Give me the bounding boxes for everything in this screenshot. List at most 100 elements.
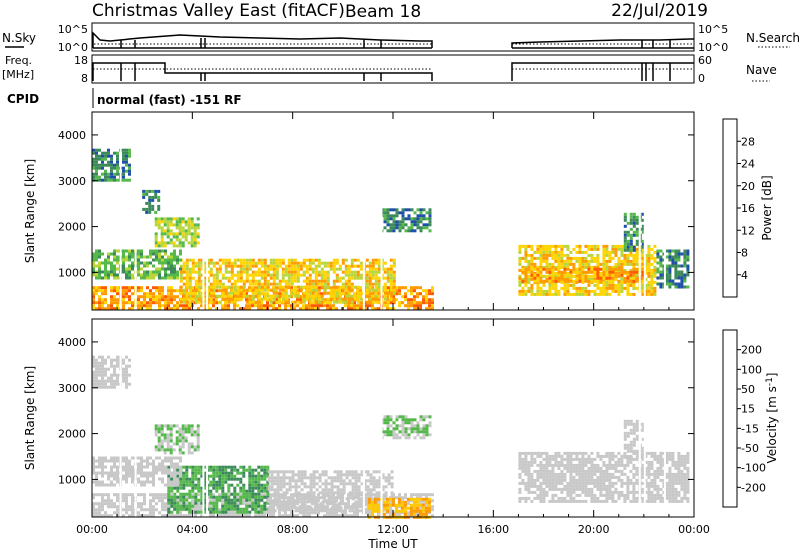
- power-echo-cell: [191, 244, 194, 247]
- power-echo-cell: [315, 298, 318, 301]
- power-echo-cell: [180, 265, 183, 268]
- power-echo-cell: [264, 286, 267, 289]
- velocity-echo-cell: [185, 469, 188, 472]
- velocity-echo-cell: [98, 481, 101, 484]
- velocity-echo-cell: [343, 482, 346, 485]
- power-echo-cell: [557, 290, 560, 293]
- power-echo-cell: [627, 234, 630, 237]
- power-echo-cell: [590, 254, 593, 257]
- power-echo-cell: [602, 287, 605, 290]
- velocity-echo-cell: [116, 359, 119, 362]
- power-echo-cell: [155, 235, 158, 238]
- power-echo-cell: [530, 254, 533, 257]
- velocity-echo-cell: [188, 505, 191, 508]
- velocity-echo-cell: [176, 481, 179, 484]
- power-echo-cell: [237, 286, 240, 289]
- power-echo-cell: [142, 193, 145, 196]
- power-echo-cell: [186, 268, 189, 271]
- power-echo-cell: [575, 290, 578, 293]
- power-echo-cell: [186, 298, 189, 301]
- power-echo-cell: [183, 289, 186, 292]
- power-echo-cell: [419, 292, 422, 295]
- velocity-echo-cell: [164, 469, 167, 472]
- power-echo-cell: [560, 251, 563, 254]
- power-echo-cell: [608, 277, 611, 280]
- velocity-echo-cell: [227, 484, 230, 487]
- velocity-echo-cell: [128, 493, 131, 496]
- power-echo-cell: [95, 149, 98, 152]
- velocity-echo-cell: [185, 436, 188, 439]
- power-echo-cell: [332, 304, 335, 307]
- power-echo-cell: [231, 298, 234, 301]
- velocity-echo-cell: [101, 377, 104, 380]
- power-echo-cell: [372, 271, 375, 274]
- velocity-echo-cell: [268, 479, 271, 482]
- power-echo-cell: [152, 286, 155, 289]
- velocity-echo-cell: [298, 497, 301, 500]
- velocity-echo-cell: [116, 472, 119, 475]
- velocity-echo-cell: [137, 466, 140, 469]
- velocity-echo-cell: [131, 478, 134, 481]
- velocity-echo-cell: [101, 368, 104, 371]
- power-echo-cell: [602, 248, 605, 251]
- velocity-echo-cell: [167, 424, 170, 427]
- power-echo-cell: [318, 274, 321, 277]
- power-echo-cell: [110, 176, 113, 179]
- power-echo-cell: [140, 256, 143, 259]
- power-echo-cell: [569, 263, 572, 266]
- power-echo-cell: [524, 254, 527, 257]
- velocity-echo-cell: [98, 371, 101, 374]
- power-echo-cell: [629, 293, 632, 296]
- velocity-echo-cell: [230, 499, 233, 502]
- velocity-echo-cell: [122, 469, 125, 472]
- power-echo-cell: [650, 272, 653, 275]
- power-echo-cell: [155, 268, 158, 271]
- velocity-echo-cell: [260, 511, 263, 514]
- velocity-echo-cell: [337, 506, 340, 509]
- power-echo-cell: [686, 265, 689, 268]
- power-echo-cell: [348, 268, 351, 271]
- velocity-echo-cell: [331, 485, 334, 488]
- velocity-echo-cell: [164, 451, 167, 454]
- power-echo-cell: [630, 243, 633, 246]
- power-echo-cell: [425, 292, 428, 295]
- power-echo-cell: [110, 286, 113, 289]
- velocity-echo-cell: [212, 472, 215, 475]
- velocity-echo-cell: [104, 362, 107, 365]
- power-echo-cell: [620, 274, 623, 277]
- power-echo-cell: [107, 149, 110, 152]
- power-echo-cell: [128, 170, 131, 173]
- velocity-echo-cell: [110, 472, 113, 475]
- power-echo-cell: [623, 287, 626, 290]
- power-echo-cell: [680, 286, 683, 289]
- velocity-echo-cell: [254, 496, 257, 499]
- power-echo-cell: [222, 277, 225, 280]
- power-echo-cell: [303, 286, 306, 289]
- velocity-echo-cell: [289, 488, 292, 491]
- power-echo-cell: [167, 304, 170, 307]
- power-echo-cell: [116, 292, 119, 295]
- power-echo-cell: [125, 155, 128, 158]
- power-echo-cell: [566, 284, 569, 287]
- velocity-echo-cell: [95, 481, 98, 484]
- power-echo-cell: [158, 289, 161, 292]
- velocity-echo-cell: [374, 504, 377, 507]
- power-echo-cell: [161, 241, 164, 244]
- velocity-echo-cell: [310, 494, 313, 497]
- power-echo-cell: [142, 196, 145, 199]
- power-echo-cell: [551, 266, 554, 269]
- velocity-echo-cell: [233, 466, 236, 469]
- power-echo-cell: [161, 229, 164, 232]
- power-echo-cell: [584, 260, 587, 263]
- power-echo-cell: [167, 229, 170, 232]
- velocity-echo-cell: [413, 501, 416, 504]
- velocity-echo-cell: [113, 374, 116, 377]
- power-echo-cell: [342, 301, 345, 304]
- power-echo-cell: [297, 286, 300, 289]
- velocity-echo-cell: [167, 436, 170, 439]
- velocity-echo-cell: [230, 478, 233, 481]
- velocity-echo-cell: [325, 485, 328, 488]
- power-echo-cell: [548, 284, 551, 287]
- power-echo-cell: [189, 289, 192, 292]
- power-echo-cell: [140, 286, 143, 289]
